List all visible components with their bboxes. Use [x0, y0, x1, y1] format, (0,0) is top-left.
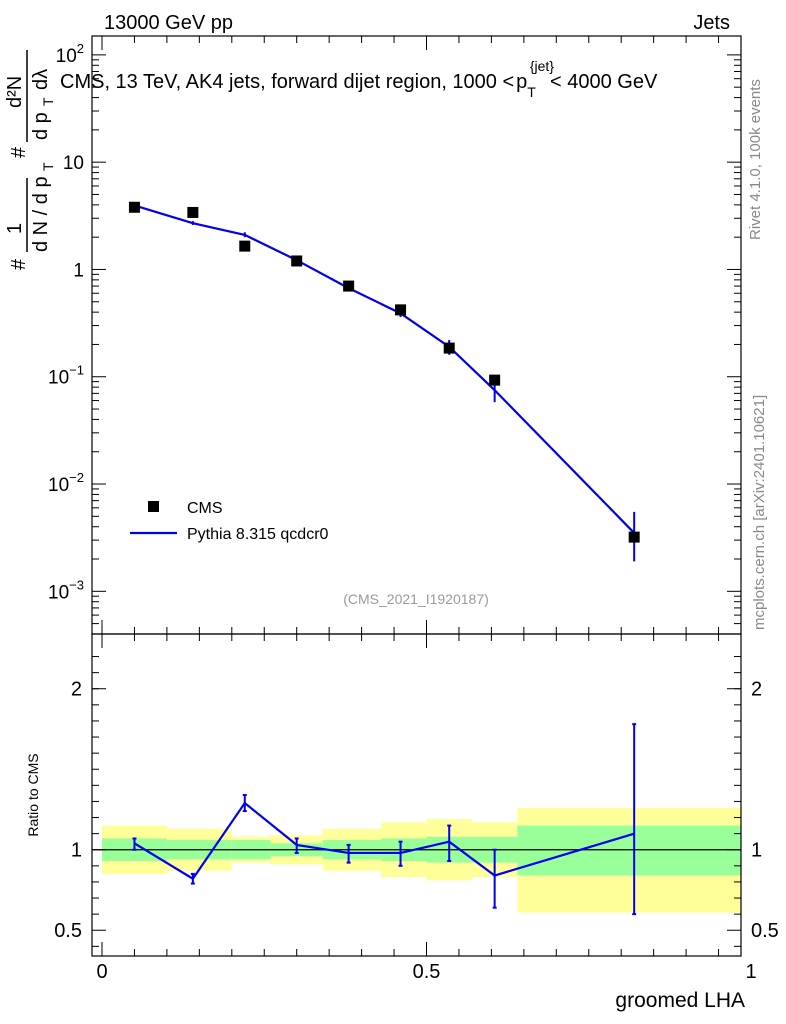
ylabel-sub-t-2: T	[40, 97, 56, 106]
main-y-tick-label: 10	[63, 153, 84, 174]
x-tick-label: 0.5	[413, 961, 441, 983]
ylabel-hash-2: #	[8, 146, 30, 158]
main-series-group	[128, 201, 640, 562]
ratio-plot-frame	[91, 633, 742, 957]
cms-data-point	[443, 342, 455, 354]
main-y-axis-label: # 1 d N / d p T # d²N d p T dλ	[4, 50, 56, 270]
legend: CMS Pythia 8.315 qcdcr0	[130, 500, 329, 543]
ratio-y-tick-label-left: 0.5	[54, 920, 82, 942]
main-y-tick-label-exp: −2	[69, 470, 84, 485]
ratio-y-tick-label-left: 1	[71, 840, 82, 862]
main-plot-title: CMS, 13 TeV, AK4 jets, forward dijet reg…	[60, 58, 658, 100]
main-y-tick-label-base: 10	[48, 475, 69, 496]
main-y-tick-label-base: 10	[48, 582, 69, 603]
cms-data-point	[128, 201, 140, 213]
ylabel-dn-dpt: d N / d p	[30, 176, 52, 252]
main-y-tick-label: 10−1	[48, 363, 84, 389]
legend-cms-label: CMS	[187, 500, 223, 517]
main-y-tick-label: 102	[56, 41, 84, 67]
ylabel-hash-1: #	[8, 258, 30, 270]
cms-data-point	[291, 255, 303, 267]
ratio-inner-band-bin	[517, 825, 741, 876]
x-axis-label: groomed LHA	[615, 989, 745, 1012]
main-y-tick-label-base: 1	[73, 260, 84, 281]
header-analysis-label: Jets	[693, 12, 730, 34]
main-y-tick-label-exp: −3	[69, 577, 84, 592]
title-prefix: CMS, 13 TeV, AK4 jets, forward dijet reg…	[60, 71, 514, 93]
rivet-version-label: Rivet 4.1.0, 100k events	[747, 79, 764, 240]
main-y-tick-label: 10−2	[48, 470, 84, 496]
title-suffix: < 4000 GeV	[550, 71, 658, 93]
ratio-series-group	[132, 723, 637, 916]
ratio-y-tick-label-right: 0.5	[751, 920, 779, 942]
ratio-y-tick-label-left: 2	[71, 679, 82, 701]
ratio-y-axis-label: Ratio to CMS	[25, 753, 41, 836]
ratio-y-tick-label-right: 2	[751, 679, 762, 701]
main-y-tick-label-base: 10	[63, 153, 84, 174]
header-collision-label: 13000 GeV pp	[104, 12, 233, 34]
cms-data-point	[489, 374, 501, 386]
ratio-uncertainty-bands	[102, 807, 741, 913]
main-y-tick-label-exp: 2	[77, 41, 84, 56]
cms-data-point	[343, 280, 355, 292]
analysis-watermark: (CMS_2021_I1920187)	[343, 591, 489, 607]
ratio-y-tick-label-right: 1	[751, 840, 762, 862]
cms-data-point	[628, 531, 640, 543]
main-y-tick-label-base: 10	[48, 368, 69, 389]
cms-data-point	[239, 240, 251, 252]
title-sub-t: T	[527, 84, 536, 100]
x-tick-label: 1	[745, 961, 756, 983]
main-y-tick-label-exp: −1	[69, 363, 84, 378]
main-y-tick-label: 1	[73, 260, 84, 281]
x-tick-label: 0	[96, 961, 107, 983]
ylabel-dp: d p	[30, 112, 52, 140]
main-y-tick-label-base: 10	[56, 46, 77, 67]
main-plot-frame	[91, 35, 742, 635]
ylabel-one: 1	[4, 223, 26, 234]
ylabel-d2n: d²N	[4, 76, 26, 108]
ylabel-dlambda: dλ	[30, 69, 52, 90]
legend-cms-marker	[148, 501, 159, 512]
title-p: p	[516, 71, 527, 93]
main-y-tick-label: 10−3	[48, 577, 84, 603]
cms-data-point	[187, 206, 199, 218]
legend-pythia-label: Pythia 8.315 qcdcr0	[187, 526, 329, 543]
mcplots-source-label: mcplots.cern.ch [arXiv:2401.10621]	[751, 395, 768, 630]
ylabel-sub-t-1: T	[40, 162, 56, 171]
cms-data-point	[395, 304, 407, 316]
pythia-line	[134, 204, 635, 534]
svg-text:CMS, 13 TeV, AK4 jets, forward: CMS, 13 TeV, AK4 jets, forward dijet reg…	[60, 58, 658, 100]
title-sup-jet: {jet}	[530, 58, 554, 74]
